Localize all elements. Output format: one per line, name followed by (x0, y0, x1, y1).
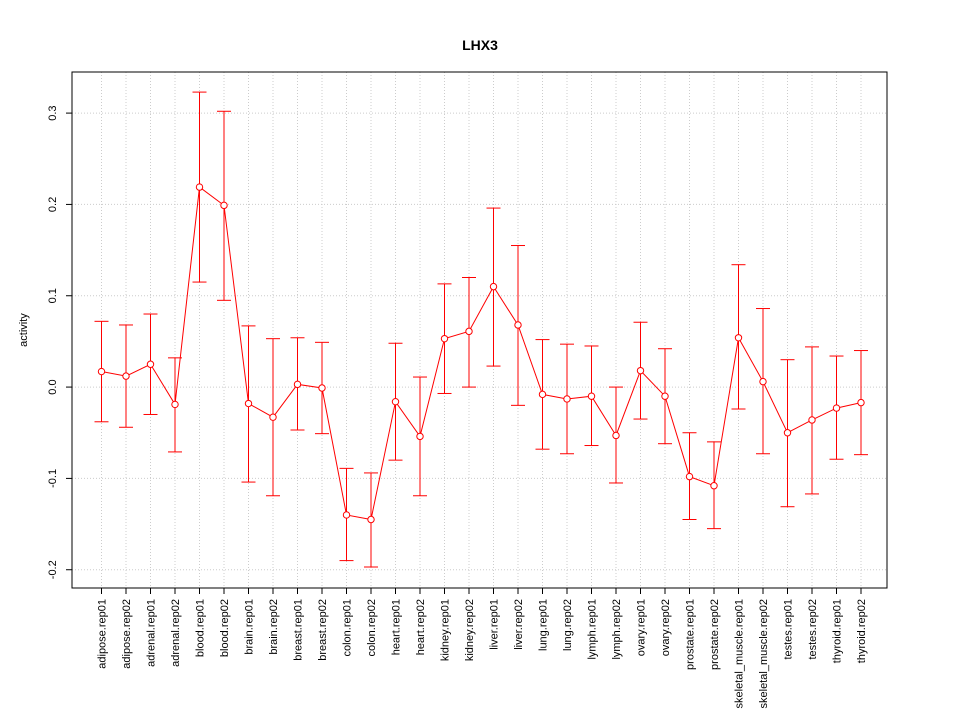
x-tick-label: colon.rep01 (342, 599, 354, 657)
x-tick-label: blood.rep01 (195, 599, 207, 657)
x-tick-label: brain.rep01 (244, 599, 256, 655)
data-point (465, 327, 473, 336)
y-tick-label: -0.1 (47, 469, 59, 488)
x-tick-label: adipose.rep01 (97, 599, 109, 669)
x-tick-label: heart.rep01 (391, 599, 403, 655)
data-point (171, 400, 179, 409)
x-tick-label: skeletal_muscle.rep01 (734, 599, 746, 708)
data-point (269, 413, 277, 421)
data-point (612, 431, 620, 440)
data-point (710, 482, 718, 490)
data-point (808, 416, 816, 424)
x-tick-label: colon.rep02 (366, 599, 378, 657)
x-tick-label: adrenal.rep01 (146, 599, 158, 667)
x-tick-label: adipose.rep02 (121, 599, 133, 669)
x-tick-label: testes.rep01 (783, 599, 795, 660)
data-point (318, 384, 326, 392)
data-point (416, 432, 424, 441)
x-tick-label: liver.rep01 (489, 599, 501, 650)
data-point (220, 201, 228, 210)
data-point (636, 366, 645, 375)
x-tick-label: prostate.rep02 (709, 599, 721, 670)
x-tick-label: ovary.rep01 (636, 599, 648, 656)
x-tick-label: heart.rep02 (415, 599, 427, 655)
x-tick-label: kidney.rep02 (464, 599, 476, 661)
data-point (195, 183, 204, 191)
data-point (734, 334, 743, 342)
data-point (489, 282, 498, 291)
x-tick-label: skeletal_muscle.rep02 (758, 599, 770, 708)
data-point (857, 398, 865, 407)
x-tick-label: thyroid.rep02 (856, 599, 868, 663)
y-tick-label: 0.3 (47, 105, 59, 120)
y-tick-label: 0.2 (47, 197, 59, 212)
data-point (97, 367, 106, 376)
chart-title: LHX3 (462, 37, 498, 53)
x-tick-label: adrenal.rep02 (170, 599, 182, 667)
data-point (538, 390, 547, 399)
data-point (685, 472, 694, 481)
x-tick-label: lung.rep01 (538, 599, 550, 651)
x-tick-label: blood.rep02 (219, 599, 231, 657)
data-point (367, 515, 375, 524)
data-point (563, 395, 571, 403)
x-tick-label: lymph.rep02 (611, 599, 623, 660)
x-tick-label: brain.rep02 (268, 599, 280, 655)
x-tick-label: lymph.rep01 (587, 599, 599, 660)
grid-layer (72, 72, 887, 588)
data-points (97, 183, 865, 524)
x-tick-label: breast.rep01 (293, 599, 305, 661)
x-tick-label: prostate.rep01 (685, 599, 697, 670)
x-tick-label: thyroid.rep01 (832, 599, 844, 663)
data-point (244, 399, 253, 408)
data-point (440, 334, 449, 343)
plot-frame (71, 71, 888, 589)
x-tick-label: liver.rep02 (513, 599, 525, 650)
data-point (661, 392, 669, 400)
y-axis: -0.2 -0.1 0.0 0.1 0.2 0.3 (47, 105, 72, 579)
data-point (293, 380, 302, 389)
data-point (391, 397, 400, 406)
x-tick-label: breast.rep02 (317, 599, 329, 661)
series-line-layer (101, 186, 862, 521)
data-point (832, 404, 841, 412)
y-tick-label: -0.2 (47, 560, 59, 579)
x-tick-label: testes.rep02 (807, 599, 819, 660)
data-point (783, 429, 792, 437)
x-axis: adipose.rep01 adipose.rep02 adrenal.rep01 a… (97, 588, 868, 708)
x-tick-label: ovary.rep02 (660, 599, 672, 656)
y-axis-label: activity (18, 313, 30, 347)
data-point (514, 321, 522, 329)
data-point (759, 377, 767, 386)
x-tick-label: lung.rep02 (562, 599, 574, 651)
data-point (587, 392, 596, 400)
y-tick-label: 0.1 (47, 288, 59, 303)
data-point (146, 360, 155, 368)
error-bars (94, 91, 868, 568)
y-tick-label: 0.0 (47, 379, 59, 394)
series-line (101, 186, 862, 521)
data-point (122, 372, 130, 380)
x-tick-label: kidney.rep01 (440, 599, 452, 661)
data-point (342, 511, 351, 519)
